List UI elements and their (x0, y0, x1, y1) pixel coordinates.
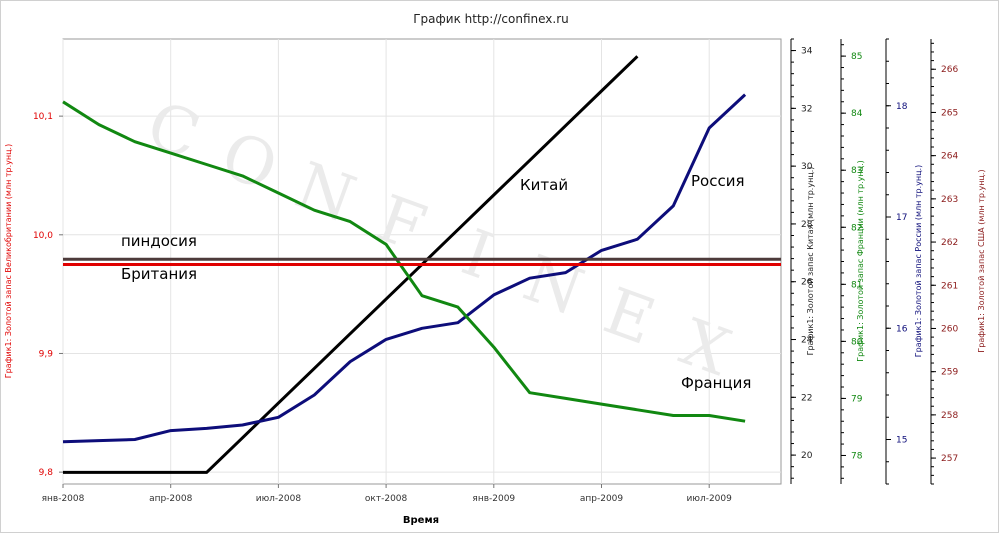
x-tick-label: июл-2009 (687, 494, 733, 504)
y-tick-label-usa: 261 (941, 281, 958, 291)
axes-layer: янв-2008 апр-2008 июл-2008 окт-2008 янв-2009… (4, 38, 986, 504)
y-tick-label-usa: 260 (941, 324, 958, 334)
y-tick-label-usa: 265 (941, 108, 958, 118)
y-tick-label-france: 83 (851, 166, 862, 176)
series-layer: Китай Россия Франция Британия пиндосия (62, 55, 781, 474)
y-tick-label-france: 79 (851, 394, 863, 404)
y-tick-label-china: 32 (801, 104, 812, 114)
series-label-usa: пиндосия (121, 232, 197, 250)
series-label-china: Китай (520, 176, 568, 194)
y-tick-label-france: 84 (851, 109, 863, 119)
y-tick-label-france: 82 (851, 223, 862, 233)
x-tick-label: апр-2009 (580, 494, 624, 504)
y-tick-label-britain: 10,1 (33, 112, 53, 122)
series-line-france (62, 100, 746, 423)
y-tick-label-russia: 16 (896, 324, 908, 334)
y-tick-label-china: 22 (801, 393, 812, 403)
series-line-russia (62, 93, 747, 444)
y-axis-title-britain: График1: Золотой запас Великобритании (м… (4, 144, 13, 378)
y-axis-title-china: График1: Золотой запас Китая (млн тр.унц… (806, 167, 815, 356)
series-label-britain: Британия (121, 265, 197, 283)
y-tick-label-usa: 266 (941, 65, 958, 75)
series-label-russia: Россия (691, 172, 745, 190)
x-tick-label: окт-2008 (365, 494, 408, 504)
y-tick-label-usa: 263 (941, 195, 958, 205)
grid (62, 39, 781, 484)
y-tick-label-china: 28 (801, 220, 813, 230)
chart-title: График http://confinex.ru (413, 12, 569, 26)
y-tick-label-france: 80 (851, 337, 863, 347)
y-tick-label-usa: 259 (941, 368, 958, 378)
x-tick-label: июл-2008 (256, 494, 302, 504)
y-axis-title-usa: График1: Золотой запас США (млн тр.унц.) (977, 169, 986, 352)
y-tick-label-france: 81 (851, 280, 862, 290)
y-tick-label-china: 20 (801, 451, 813, 461)
y-tick-label-usa: 262 (941, 238, 958, 248)
y-axis-title-russia: График1: Золотой запас России (млн тр.ун… (914, 165, 923, 357)
y-tick-label-russia: 18 (896, 102, 908, 112)
y-tick-label-russia: 15 (896, 436, 907, 446)
y-tick-label-china: 24 (801, 336, 813, 346)
y-tick-label-china: 26 (801, 278, 813, 288)
y-axis-title-france: График1: Золотой запас Франции (млн тр.у… (856, 160, 865, 362)
series-label-france: Франция (681, 374, 751, 392)
y-tick-label-britain: 10,0 (33, 231, 53, 241)
x-tick-label: апр-2008 (149, 494, 193, 504)
x-tick-label: янв-2008 (42, 494, 85, 504)
y-tick-label-usa: 258 (941, 411, 958, 421)
y-tick-label-britain: 9,8 (39, 468, 54, 478)
y-tick-label-russia: 17 (896, 213, 907, 223)
y-tick-label-britain: 9,9 (39, 349, 54, 359)
series-line-china (63, 55, 639, 474)
plot-area (62, 38, 782, 485)
y-tick-label-china: 30 (801, 162, 813, 172)
y-tick-label-usa: 264 (941, 152, 958, 162)
x-tick-label: янв-2009 (472, 494, 515, 504)
y-tick-label-france: 85 (851, 52, 862, 62)
x-axis-label: Время (403, 515, 439, 526)
y-tick-label-usa: 257 (941, 454, 958, 464)
y-tick-label-france: 78 (851, 451, 863, 461)
y-tick-label-china: 34 (801, 47, 813, 57)
